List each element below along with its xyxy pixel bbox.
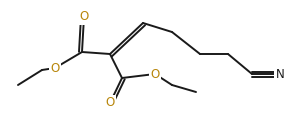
Text: O: O xyxy=(79,11,89,24)
Text: O: O xyxy=(50,61,60,75)
Text: O: O xyxy=(105,96,115,109)
Text: O: O xyxy=(150,67,160,81)
Text: N: N xyxy=(276,67,284,81)
